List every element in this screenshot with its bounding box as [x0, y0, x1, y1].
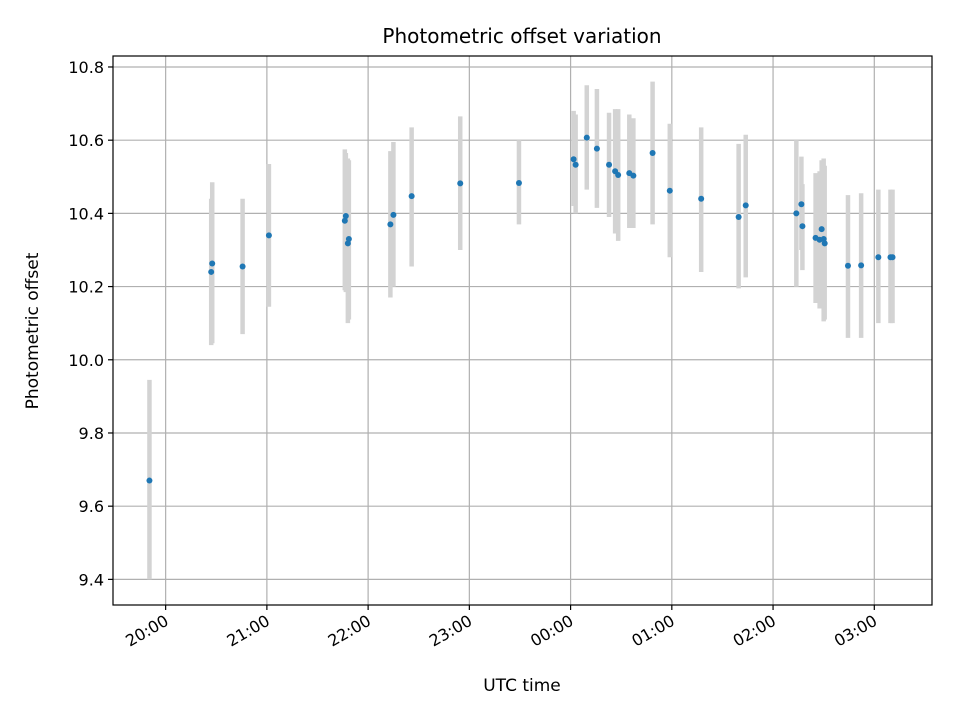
data-point — [798, 201, 805, 208]
data-point — [735, 214, 742, 221]
x-tick-label: 01:00 — [628, 611, 677, 651]
data-point — [793, 210, 800, 217]
y-tick-label: 10.4 — [68, 204, 104, 223]
x-tick-label: 22:00 — [325, 611, 374, 651]
data-point — [570, 156, 577, 163]
data-point — [630, 172, 637, 179]
y-tick-label: 10.2 — [68, 278, 104, 297]
data-point — [345, 236, 352, 242]
data-point — [457, 180, 464, 187]
data-points — [146, 134, 896, 484]
data-point — [515, 180, 522, 187]
data-point — [818, 226, 825, 233]
y-tick-label: 10.8 — [68, 58, 104, 77]
x-tick-label: 21:00 — [223, 611, 272, 651]
chart-title: Photometric offset variation — [382, 24, 661, 48]
x-tick-label: 02:00 — [730, 611, 779, 651]
x-tick-label: 20:00 — [122, 611, 171, 651]
data-point — [593, 145, 600, 152]
y-axis-title: Photometric offset — [23, 252, 43, 409]
y-tick-label: 9.8 — [79, 424, 104, 443]
data-point — [208, 268, 215, 275]
data-point — [342, 212, 349, 219]
y-tick-label: 10.6 — [68, 131, 104, 150]
data-point — [649, 149, 656, 156]
data-point — [615, 171, 622, 178]
data-point — [875, 254, 882, 261]
plot-frame — [112, 55, 933, 606]
data-point — [390, 211, 397, 218]
data-point — [889, 254, 896, 261]
x-tick-label: 23:00 — [426, 611, 475, 651]
x-tick-label: 03:00 — [831, 611, 880, 651]
y-axis-ticks: 9.4 9.6 9.8 10.0 10.2 10.4 10.6 10.8 — [68, 58, 113, 589]
data-point — [858, 262, 865, 269]
data-point — [209, 260, 216, 267]
data-point — [606, 161, 613, 168]
data-point — [572, 161, 579, 168]
error-bars — [147, 81, 895, 580]
data-point — [742, 202, 749, 209]
data-point — [239, 263, 246, 270]
grid-lines — [113, 56, 932, 605]
y-tick-label: 9.4 — [79, 570, 104, 589]
data-point — [799, 223, 806, 230]
x-tick-label: 00:00 — [527, 611, 576, 651]
x-axis-title: UTC time — [483, 676, 561, 696]
y-tick-label: 10.0 — [68, 351, 104, 370]
data-point — [146, 477, 153, 484]
data-point — [844, 262, 851, 269]
x-axis-ticks: 20:00 21:00 22:00 23:00 00:00 01:00 02:00 03:00 — [122, 605, 880, 651]
data-point — [341, 217, 348, 224]
data-point — [408, 193, 415, 200]
data-point — [265, 232, 272, 239]
data-point — [387, 221, 394, 228]
data-point — [666, 187, 673, 194]
y-tick-label: 9.6 — [79, 497, 104, 516]
data-point — [821, 240, 828, 247]
data-point — [698, 195, 705, 202]
data-point — [583, 134, 590, 141]
